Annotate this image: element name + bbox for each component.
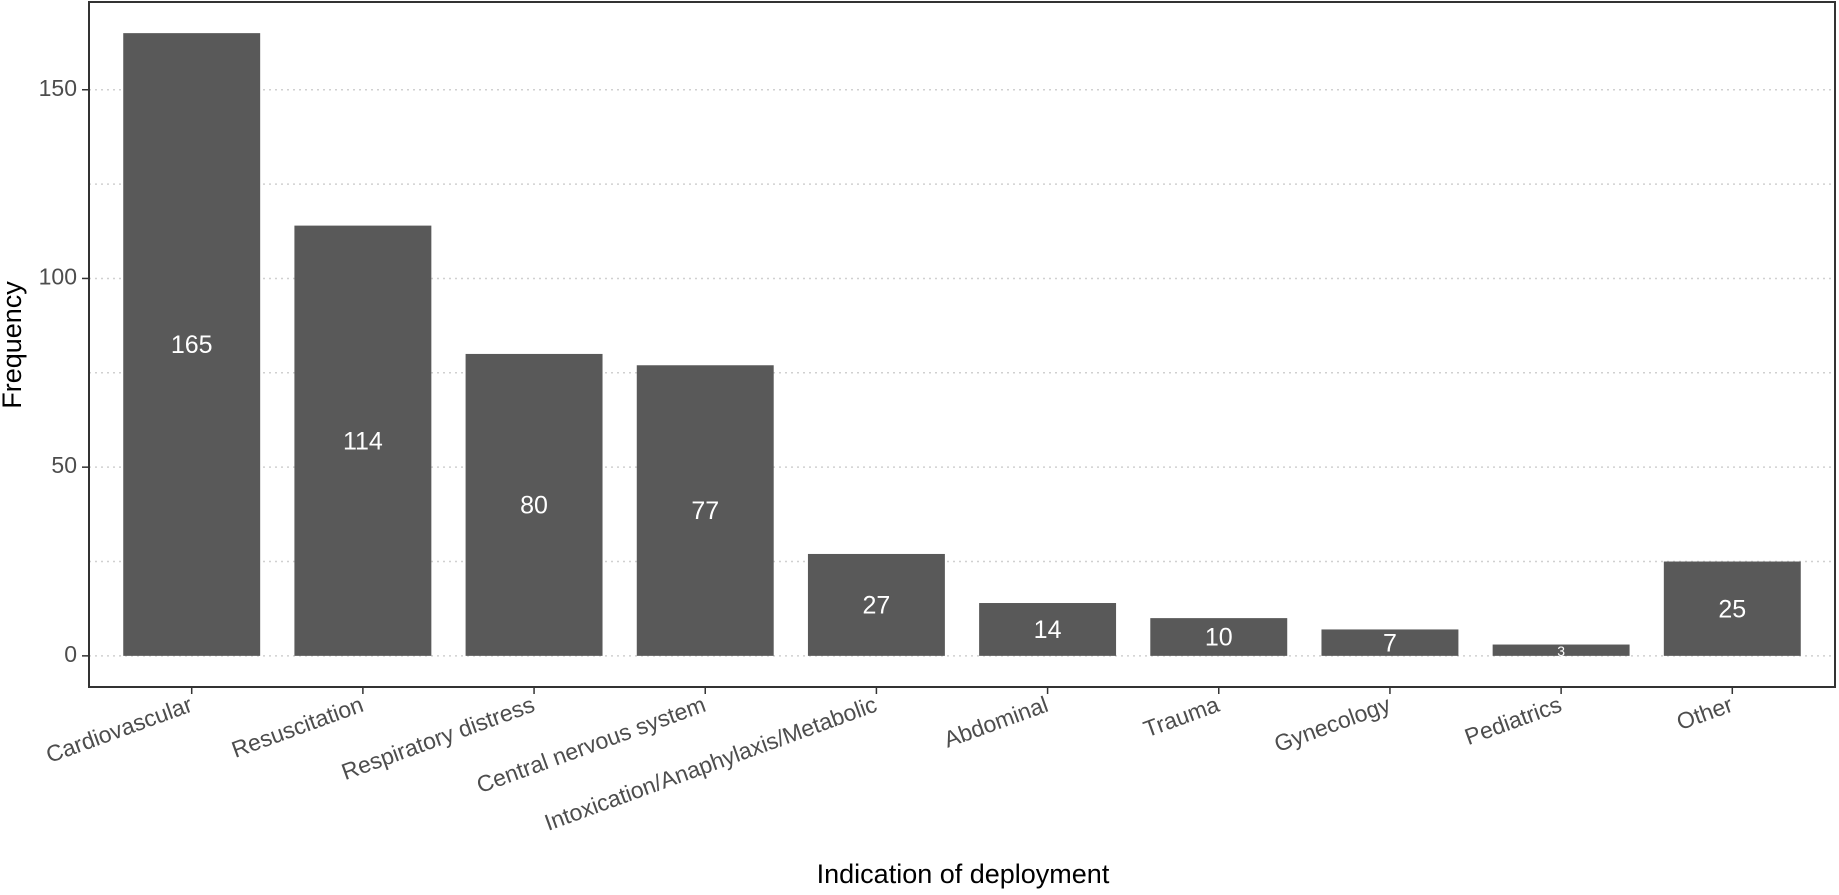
x-tick-label: Cardiovascular [42, 691, 195, 768]
value-label: 80 [520, 492, 548, 520]
value-label: 10 [1205, 624, 1233, 652]
x-tick-label: Intoxication/Anaphylaxis/Metabolic [541, 691, 880, 836]
value-label: 27 [863, 592, 891, 620]
bar [1492, 644, 1630, 656]
value-label: 14 [1034, 616, 1062, 644]
y-tick-label: 50 [51, 452, 77, 478]
y-tick-label: 100 [39, 264, 77, 290]
bar [123, 33, 261, 656]
y-tick-label: 0 [64, 641, 77, 667]
bar [636, 365, 774, 656]
value-label: 77 [691, 497, 719, 525]
x-tick-label: Pediatrics [1461, 691, 1565, 750]
value-label: 3 [1557, 643, 1565, 659]
x-tick-label: Other [1673, 691, 1736, 735]
bar [465, 353, 603, 656]
value-label: 165 [171, 331, 213, 359]
value-label: 114 [343, 427, 383, 455]
bar [1150, 618, 1288, 656]
bar [1663, 561, 1801, 656]
y-tick-label: 150 [39, 75, 77, 101]
bar [1321, 629, 1459, 656]
x-tick-label: Abdominal [940, 691, 1051, 753]
bar [979, 603, 1117, 656]
x-tick-label: Gynecology [1271, 691, 1394, 757]
x-tick-label: Resuscitation [228, 691, 367, 763]
bar [294, 225, 432, 656]
value-label: 7 [1383, 629, 1397, 657]
x-axis-title: Indication of deployment [817, 859, 1110, 889]
bar [807, 553, 945, 656]
value-label: 25 [1718, 595, 1746, 623]
panel-border [88, 1, 1836, 688]
y-axis-title: Frequency [0, 281, 27, 409]
x-tick-label: Trauma [1140, 691, 1223, 742]
